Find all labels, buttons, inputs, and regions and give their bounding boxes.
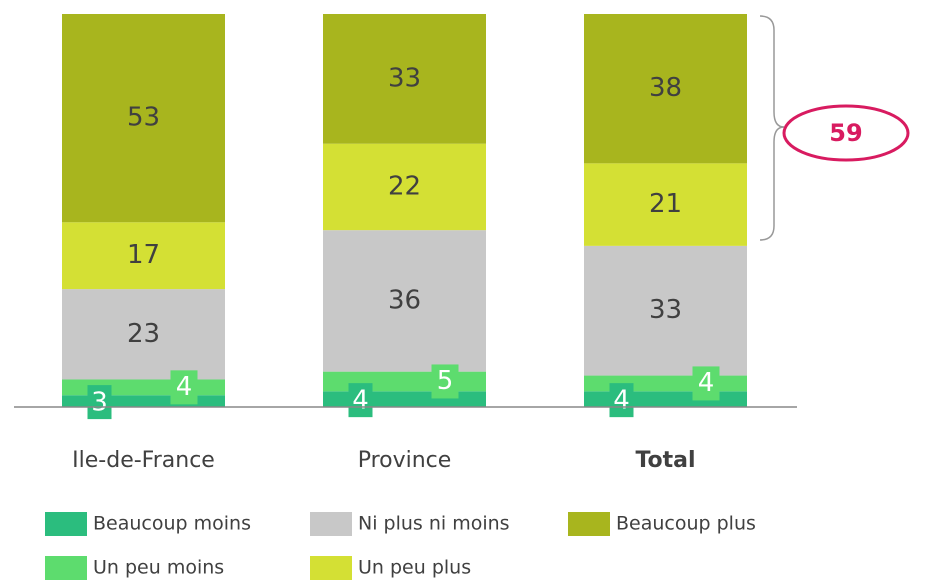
legend-label: Beaucoup plus	[616, 513, 756, 535]
bar-segment	[323, 391, 486, 407]
legend-swatch	[45, 556, 87, 580]
value-label: 5	[437, 366, 454, 396]
x-tick-label: Total	[635, 448, 695, 473]
legend-label: Beaucoup moins	[93, 513, 251, 535]
value-label: 4	[698, 368, 715, 398]
bar-segment	[62, 14, 225, 223]
bar-segment	[62, 289, 225, 380]
bar-segment	[62, 395, 225, 407]
legend-swatch	[45, 512, 87, 536]
label-box	[348, 383, 373, 418]
legend-label: Ni plus ni moins	[358, 513, 510, 535]
value-label: 33	[649, 295, 682, 325]
bracket-total: 59	[829, 119, 862, 147]
bar-segment	[584, 391, 747, 407]
bar-segment	[62, 222, 225, 290]
value-label: 33	[388, 63, 421, 93]
bar-segment	[62, 379, 225, 396]
x-tick-label: Province	[358, 448, 452, 473]
value-label: 22	[388, 171, 421, 201]
legend-swatch	[568, 512, 610, 536]
bar-segment	[584, 245, 747, 376]
highlight-ellipse	[782, 104, 910, 162]
bracket	[759, 15, 785, 241]
bar-segment	[323, 143, 486, 231]
legend-label: Un peu plus	[358, 557, 471, 579]
value-label: 36	[388, 285, 421, 315]
value-label: 4	[613, 386, 630, 416]
value-label: 21	[649, 189, 682, 219]
label-box	[87, 385, 112, 420]
bar-segment	[323, 14, 486, 144]
value-label: 4	[176, 372, 193, 402]
label-box	[609, 383, 634, 418]
bar-segment	[584, 163, 747, 246]
bar-segment	[584, 375, 747, 392]
legend-swatch	[310, 512, 352, 536]
legend-label: Un peu moins	[93, 557, 224, 579]
value-label: 53	[127, 103, 160, 133]
value-label: 17	[127, 240, 160, 270]
bar-segment	[323, 230, 486, 372]
bar-segment	[323, 371, 486, 392]
label-box	[692, 366, 720, 401]
label-box	[170, 370, 198, 405]
bar-segment	[584, 14, 747, 164]
value-label: 23	[127, 319, 160, 349]
value-label: 4	[352, 386, 369, 416]
value-label: 38	[649, 73, 682, 103]
legend-swatch	[310, 556, 352, 580]
label-box	[431, 364, 459, 399]
value-label: 3	[91, 388, 108, 418]
x-tick-label: Ile-de-France	[72, 448, 215, 473]
